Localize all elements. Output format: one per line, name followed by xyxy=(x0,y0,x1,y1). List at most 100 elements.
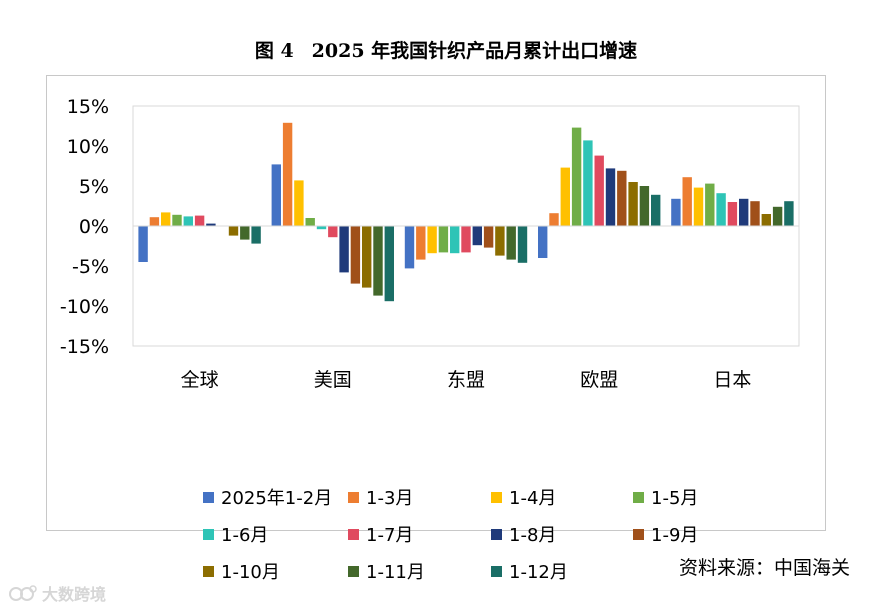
bar-1-7月 xyxy=(328,226,338,238)
legend-item: 1-12月 xyxy=(491,558,568,584)
y-tick-label: 5% xyxy=(79,176,109,198)
bar-1-12月 xyxy=(651,194,661,226)
y-tick-label: -10% xyxy=(60,296,109,318)
y-tick-label: 15% xyxy=(67,96,109,118)
bar-1-7月 xyxy=(461,226,471,253)
legend-label: 1-12月 xyxy=(509,562,568,583)
bar-1-3月 xyxy=(416,226,426,260)
y-tick-label: -5% xyxy=(72,256,109,278)
bar-1-8月 xyxy=(206,223,216,226)
legend-swatch xyxy=(491,491,502,503)
bar-1-10月 xyxy=(228,226,239,236)
bar-1-5月 xyxy=(438,226,449,253)
legend-item: 1-10月 xyxy=(203,558,280,584)
bar-1-8月 xyxy=(339,226,349,273)
bar-1-4月 xyxy=(161,212,171,226)
bar-1-12月 xyxy=(251,226,261,244)
watermark-text: 大数跨境 xyxy=(42,585,107,604)
figure-label: 图 4 xyxy=(254,40,294,62)
bar-1-3月 xyxy=(549,213,559,226)
bar-1-12月 xyxy=(784,201,794,226)
bar-1-4月 xyxy=(560,167,570,226)
bar-1-10月 xyxy=(362,226,372,288)
legend-item: 2025年1-2月 xyxy=(203,484,332,510)
x-category-label: 日本 xyxy=(713,369,751,391)
bar-1-5月 xyxy=(705,183,715,226)
legend-swatch xyxy=(348,565,359,577)
bar-1-6月 xyxy=(583,140,593,226)
legend-item: 1-5月 xyxy=(633,484,698,510)
bar-1-8月 xyxy=(605,168,616,226)
legend-label: 1-3月 xyxy=(366,488,414,509)
legend-item: 1-4月 xyxy=(491,484,556,510)
legend-swatch xyxy=(491,528,502,540)
bar-1-10月 xyxy=(761,214,771,226)
bar-1-4月 xyxy=(693,187,704,226)
x-category-label: 欧盟 xyxy=(580,369,618,391)
legend-label: 1-11月 xyxy=(366,562,425,583)
legend-item: 1-3月 xyxy=(348,484,413,510)
legend-label: 1-7月 xyxy=(366,525,414,546)
bar-1-11月 xyxy=(772,206,783,226)
bar-1-3月 xyxy=(682,177,692,226)
bar-2025年1-2月 xyxy=(538,226,548,258)
y-tick-label: 0% xyxy=(79,216,109,238)
legend-item: 1-9月 xyxy=(633,521,698,547)
bar-1-6月 xyxy=(183,216,193,226)
legend-label: 2025年1-2月 xyxy=(221,488,333,509)
bar-1-11月 xyxy=(373,226,383,296)
bar-1-9月 xyxy=(350,226,361,284)
legend-item: 1-8月 xyxy=(491,521,556,547)
legend-label: 1-4月 xyxy=(509,488,557,509)
bar-1-9月 xyxy=(483,226,494,248)
legend-swatch xyxy=(203,491,214,503)
bar-1-7月 xyxy=(194,215,205,226)
plot-area: 15% 10% 5% 0% -5% -10% -15% 全球 美国 东盟 欧盟 日本 xyxy=(60,96,800,391)
legend-label: 1-10月 xyxy=(221,562,280,583)
bar-2025年1-2月 xyxy=(138,226,148,262)
bar-2025年1-2月 xyxy=(404,226,415,269)
chart-title: 图 4 2025 年我国针织产品月累计出口增速 xyxy=(0,36,892,63)
legend-item: 1-11月 xyxy=(348,558,425,584)
legend-item: 1-6月 xyxy=(203,521,268,547)
chart-frame: 15% 10% 5% 0% -5% -10% -15% 全球 美国 东盟 欧盟 日本 2025年1-2… xyxy=(46,75,826,583)
legend-label: 1-6月 xyxy=(221,525,269,546)
legend-label: 1-9月 xyxy=(651,525,699,546)
bar-1-5月 xyxy=(571,127,582,226)
x-category-label: 东盟 xyxy=(447,369,485,391)
bar-2025年1-2月 xyxy=(671,198,681,226)
bar-1-12月 xyxy=(384,226,394,302)
legend: 2025年1-2月 1-3月 1-4月 1-5月 1-6月 1-7月 1-8月 1-9月 1-1… xyxy=(203,484,803,602)
bar-1-10月 xyxy=(628,182,638,226)
legend-swatch xyxy=(633,491,644,503)
bar-1-9月 xyxy=(750,201,760,226)
watermark-logo-icon xyxy=(9,585,37,601)
watermark: 大数跨境 xyxy=(8,581,106,605)
bar-1-7月 xyxy=(727,202,738,226)
legend-swatch xyxy=(348,491,359,503)
bar-1-6月 xyxy=(450,226,460,254)
bar-1-8月 xyxy=(739,198,749,226)
legend-swatch xyxy=(348,528,359,540)
bar-1-3月 xyxy=(149,217,160,226)
bar-1-8月 xyxy=(472,226,482,246)
x-category-label: 全球 xyxy=(181,369,219,391)
bar-1-11月 xyxy=(240,226,250,240)
bar-1-11月 xyxy=(506,226,516,260)
bar-2025年1-2月 xyxy=(271,164,281,226)
bar-1-4月 xyxy=(427,226,437,254)
bar-1-4月 xyxy=(294,180,304,226)
bar-1-5月 xyxy=(305,218,315,226)
bar-1-7月 xyxy=(594,155,604,226)
bar-1-11月 xyxy=(639,186,650,226)
legend-swatch xyxy=(633,528,644,540)
bar-1-9月 xyxy=(617,170,627,226)
legend-item: 1-7月 xyxy=(348,521,413,547)
legend-label: 1-5月 xyxy=(651,488,699,509)
y-tick-label: -15% xyxy=(60,336,109,358)
legend-label: 1-8月 xyxy=(509,525,557,546)
bar-1-6月 xyxy=(716,193,726,226)
legend-swatch xyxy=(203,565,214,577)
source-note: 资料来源：中国海关 xyxy=(678,557,850,579)
bar-1-12月 xyxy=(517,226,528,263)
